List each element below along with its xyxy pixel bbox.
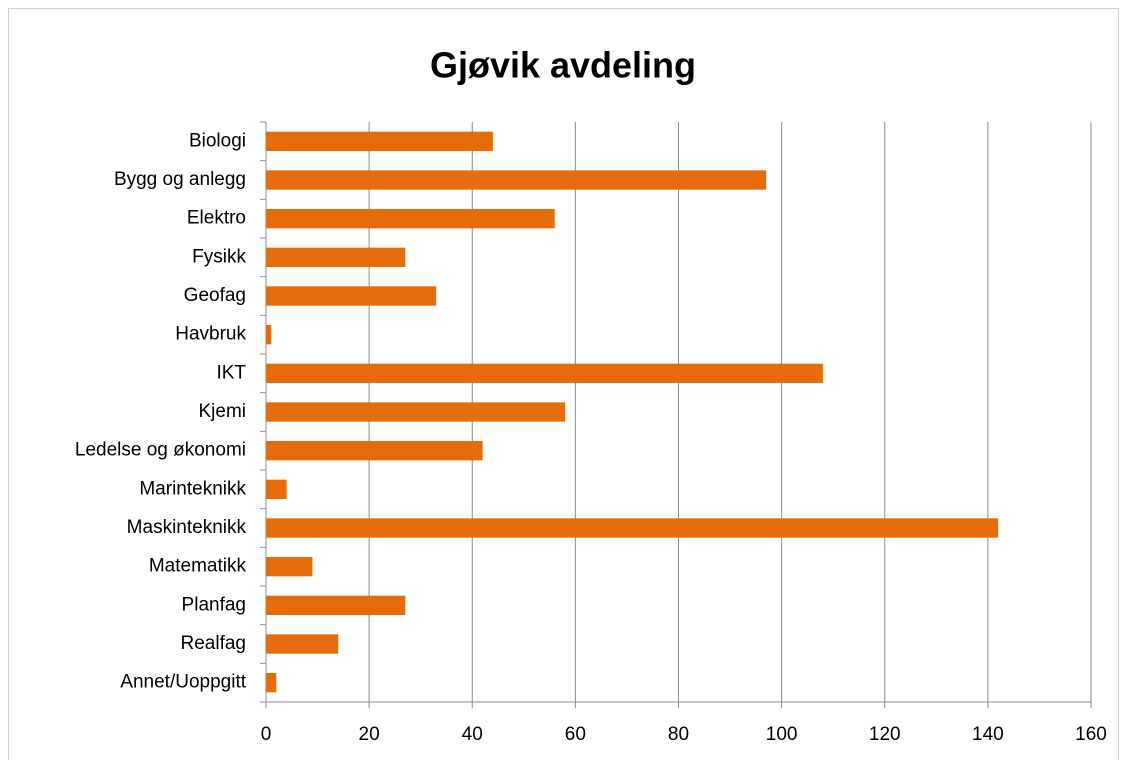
- x-tick-label: 140: [972, 724, 1004, 745]
- bar: [266, 325, 272, 345]
- bar: [266, 247, 406, 267]
- y-tick-label: Kjemi: [198, 401, 246, 422]
- y-tick-label: Marinteknikk: [139, 478, 246, 499]
- y-tick-label: Realfag: [181, 633, 247, 654]
- bar: [266, 557, 313, 577]
- bar: [266, 363, 823, 383]
- y-tick-label: Biologi: [189, 130, 246, 151]
- y-tick-label: Matematikk: [149, 556, 247, 577]
- bar: [266, 518, 999, 538]
- y-tick-label: Ledelse og økonomi: [75, 440, 246, 461]
- x-tick-label: 120: [869, 724, 901, 745]
- y-tick-label: Fysikk: [192, 246, 246, 267]
- bar: [266, 209, 555, 229]
- bar: [266, 634, 339, 654]
- y-tick-label: Geofag: [184, 285, 246, 306]
- bar: [266, 441, 483, 461]
- bar: [266, 131, 493, 151]
- bar: [266, 673, 277, 693]
- bar: [266, 402, 566, 422]
- y-tick-label: IKT: [216, 362, 246, 383]
- y-tick-label: Planfag: [182, 594, 246, 615]
- x-tick-label: 160: [1075, 724, 1107, 745]
- bar: [266, 286, 437, 306]
- x-tick-label: 20: [359, 724, 380, 745]
- x-tick-label: 40: [462, 724, 483, 745]
- bar: [266, 595, 406, 615]
- y-tick-label: Maskinteknikk: [127, 517, 247, 538]
- y-tick-label: Annet/Uoppgitt: [120, 672, 246, 693]
- y-tick-label: Elektro: [187, 208, 246, 229]
- chart-border: [8, 8, 1119, 760]
- bar: [266, 479, 287, 499]
- chart-title: Gjøvik avdeling: [430, 45, 696, 86]
- x-tick-label: 80: [668, 724, 689, 745]
- x-tick-label: 0: [261, 724, 272, 745]
- y-tick-label: Bygg og anlegg: [114, 169, 246, 190]
- bar: [266, 170, 767, 190]
- x-tick-label: 60: [565, 724, 586, 745]
- x-tick-label: 100: [766, 724, 798, 745]
- y-tick-label: Havbruk: [175, 324, 246, 345]
